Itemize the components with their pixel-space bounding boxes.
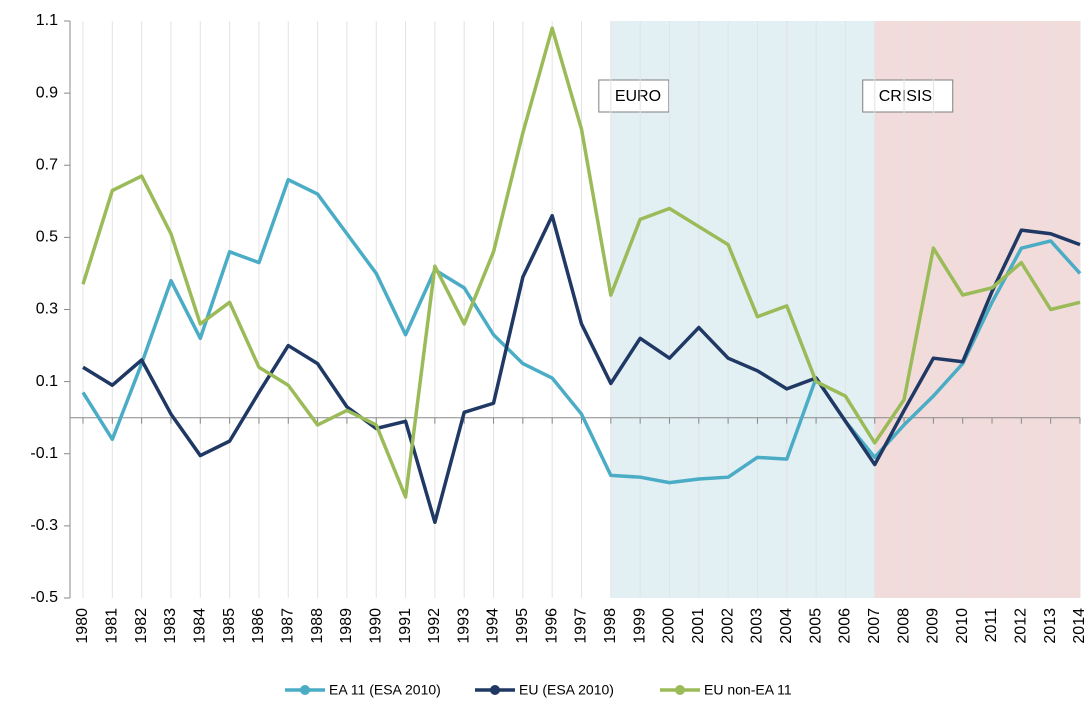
region-label-box [862,79,954,113]
x-tick-label: 1990 [367,608,384,644]
x-tick-label: 2007 [866,608,883,644]
x-tick-label: 2004 [778,608,795,644]
x-tick-label: 2003 [749,608,766,644]
y-tick-label: 0.1 [36,373,58,390]
x-tick-label: 1995 [514,608,531,644]
legend-label: EU (ESA 2010) [519,682,614,698]
y-tick-label: -0.1 [30,445,58,462]
y-tick-label: 0.5 [36,229,58,246]
x-tick-label: 2013 [1042,608,1059,644]
series-line [82,213,1081,525]
x-tick-label: 1984 [192,608,209,644]
x-tick-label: 1997 [573,608,590,644]
legend-item: EA 11 (ESA 2010) [285,682,441,698]
x-tick-label: 2011 [983,608,1000,643]
shaded-region [874,21,1080,598]
x-tick-label: 1996 [543,608,560,644]
y-tick-label: 0.7 [36,156,58,173]
x-tick-label: 1983 [162,608,179,644]
series-line [81,177,1082,485]
x-tick-label: 1991 [397,608,414,644]
x-tick-label: 2009 [925,608,942,644]
legend-label: EA 11 (ESA 2010) [329,682,441,698]
x-tick-label: 1986 [250,608,267,644]
x-tick-label: 1980 [74,608,91,644]
y-tick-label: 1.1 [36,12,58,29]
legend-marker [490,685,500,695]
legend-marker [300,685,310,695]
y-tick-label: -0.5 [30,589,58,606]
legend-item: EU (ESA 2010) [475,682,614,698]
x-tick-label: 1992 [426,608,443,644]
x-tick-label: 2014 [1071,608,1084,644]
x-tick-label: 1981 [104,608,121,644]
y-tick-label: 0.9 [36,84,58,101]
legend-label: EU non-EA 11 [704,682,792,698]
shaded-region [610,21,875,598]
x-tick-label: 2000 [661,608,678,644]
x-tick-label: 1998 [602,608,619,644]
x-tick-label: 1994 [485,608,502,644]
legend-item: EU non-EA 11 [660,682,792,698]
x-tick-label: 1993 [455,608,472,644]
x-tick-label: 2001 [690,608,707,644]
x-tick-label: 1988 [309,608,326,644]
x-tick-label: 1982 [133,608,150,644]
y-tick-label: 0.3 [36,301,58,318]
legend-marker [675,685,685,695]
x-tick-label: 2005 [807,608,824,644]
x-tick-label: 2006 [837,608,854,644]
region-label: CRISIS [879,88,932,105]
series-line [81,26,1081,499]
x-tick-label: 2008 [895,608,912,644]
x-tick-label: 2012 [1013,608,1030,644]
x-tick-label: 1987 [279,608,296,644]
x-tick-label: 2002 [719,608,736,644]
x-tick-label: 2010 [954,608,971,644]
y-tick-label: -0.3 [30,517,58,534]
x-tick-label: 1989 [338,608,355,644]
region-label: EURO [615,88,661,105]
x-tick-label: 1985 [221,608,238,644]
x-tick-label: 1999 [631,608,648,644]
